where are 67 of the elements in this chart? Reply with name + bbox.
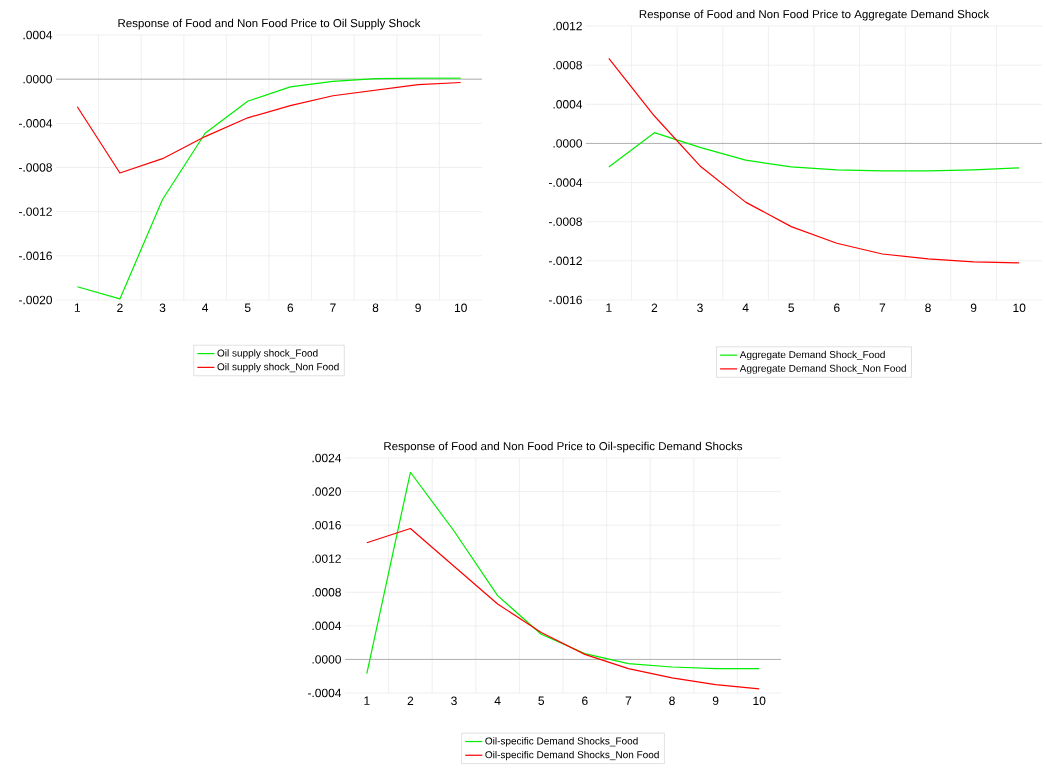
line-series bbox=[608, 132, 1020, 172]
y-tick-label: .0012 bbox=[553, 21, 582, 31]
x-tick-label: 7 bbox=[625, 696, 632, 705]
y-tick-label: -.0016 bbox=[548, 295, 582, 305]
line-series bbox=[608, 57, 1020, 264]
legend-label: Oil supply shock_Non Food bbox=[217, 362, 339, 373]
y-tick-label: -.0020 bbox=[18, 295, 53, 305]
y-tick-label: -.0012 bbox=[548, 256, 582, 266]
legend-label: Aggregate Demand Shock_Food bbox=[739, 350, 885, 361]
chart-title: Response of Food and Non Food Price to Aggregate Demand Shock bbox=[639, 9, 990, 21]
legend-label: Oil-specific Demand Shocks_Non Food bbox=[485, 750, 659, 761]
y-tick-label: .0008 bbox=[553, 60, 582, 70]
x-tick-label: 9 bbox=[415, 303, 421, 313]
x-tick-label: 2 bbox=[651, 303, 658, 312]
x-tick-label: 2 bbox=[117, 303, 123, 312]
x-tick-label: 3 bbox=[159, 303, 166, 313]
line-series bbox=[366, 471, 760, 675]
x-tick-label: 2 bbox=[407, 696, 414, 705]
x-tick-label: 9 bbox=[970, 303, 977, 313]
y-tick-label: .0004 bbox=[23, 30, 53, 40]
x-tick-label: 3 bbox=[697, 303, 703, 313]
x-tick-label: 3 bbox=[451, 696, 457, 706]
x-tick-label: 6 bbox=[834, 303, 840, 313]
y-tick-label: .0016 bbox=[312, 520, 341, 530]
y-tick-label: -.0008 bbox=[548, 217, 582, 226]
x-tick-label: 9 bbox=[712, 696, 719, 706]
chart-title: Response of Food and Non Food Price to Oil Supply Shock bbox=[118, 18, 421, 30]
x-tick-label: 10 bbox=[454, 303, 467, 313]
y-tick-label: -.0008 bbox=[18, 163, 52, 172]
y-tick-label: -.0004 bbox=[18, 119, 53, 128]
x-tick-label: 10 bbox=[1013, 303, 1026, 313]
y-tick-label: .0008 bbox=[312, 588, 341, 597]
x-tick-label: 6 bbox=[287, 303, 294, 313]
y-tick-label: .0000 bbox=[23, 74, 53, 84]
x-tick-label: 6 bbox=[582, 696, 588, 706]
y-tick-label: .0004 bbox=[312, 621, 342, 631]
y-tick-label: .0000 bbox=[312, 655, 342, 664]
x-tick-label: 10 bbox=[753, 696, 766, 706]
chart-title: Response of Food and Non Food Price to Oil-specific Demand Shocks bbox=[384, 441, 743, 453]
y-tick-label: -.0012 bbox=[18, 207, 52, 216]
line-series bbox=[76, 77, 462, 300]
x-tick-label: 1 bbox=[74, 303, 81, 312]
x-tick-label: 4 bbox=[494, 696, 501, 705]
x-tick-label: 7 bbox=[879, 303, 886, 312]
x-tick-label: 1 bbox=[364, 696, 370, 705]
x-tick-label: 4 bbox=[202, 303, 209, 312]
line-series bbox=[366, 527, 760, 690]
y-tick-label: .0020 bbox=[312, 487, 342, 496]
y-tick-label: .0012 bbox=[312, 554, 341, 563]
y-tick-label: -.0004 bbox=[307, 688, 342, 698]
x-tick-label: 8 bbox=[669, 696, 675, 706]
x-tick-label: 1 bbox=[606, 303, 612, 312]
x-tick-label: 7 bbox=[330, 303, 336, 312]
legend-label: Oil supply shock_Food bbox=[217, 349, 318, 359]
y-tick-label: -.0016 bbox=[18, 251, 52, 261]
x-tick-label: 5 bbox=[538, 696, 545, 705]
x-tick-label: 8 bbox=[372, 303, 379, 313]
legend-label: Aggregate Demand Shock_Non Food bbox=[739, 364, 906, 374]
x-tick-label: 8 bbox=[925, 303, 931, 313]
y-tick-label: -.0004 bbox=[548, 178, 583, 187]
x-tick-label: 5 bbox=[244, 303, 251, 312]
x-tick-label: 5 bbox=[788, 303, 795, 312]
y-tick-label: .0004 bbox=[553, 100, 583, 109]
x-tick-label: 4 bbox=[742, 303, 749, 312]
legend-label: Oil-specific Demand Shocks_Food bbox=[485, 737, 638, 747]
y-tick-label: .0024 bbox=[312, 453, 342, 463]
y-tick-label: .0000 bbox=[553, 139, 583, 148]
